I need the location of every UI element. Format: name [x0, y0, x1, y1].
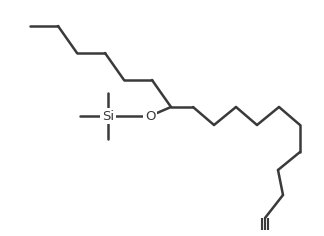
Text: Si: Si [102, 110, 114, 122]
Text: O: O [145, 110, 155, 122]
